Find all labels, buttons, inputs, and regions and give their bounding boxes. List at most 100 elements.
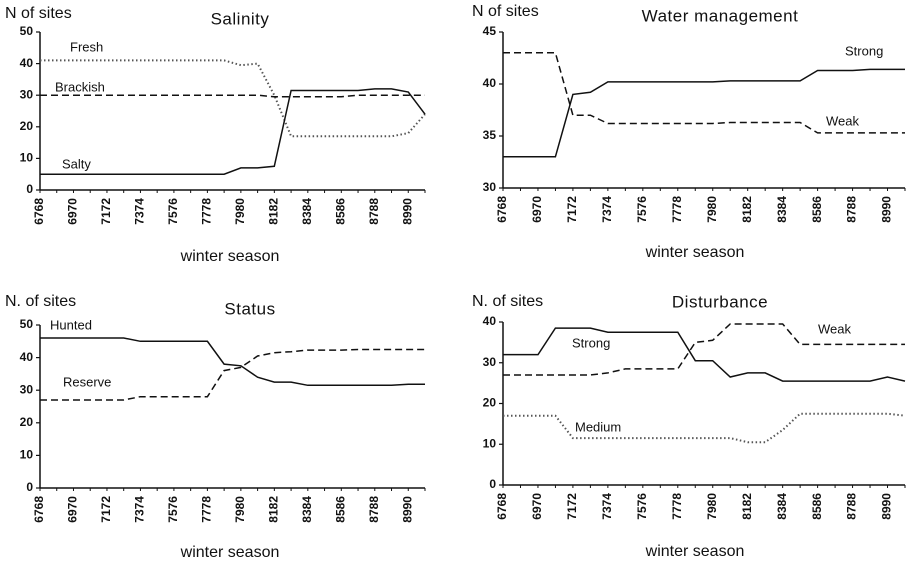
x-tick-label: 8586 xyxy=(810,196,824,223)
y-tick-label: 30 xyxy=(483,355,497,369)
x-tick-label: 7778 xyxy=(670,196,684,223)
x-tick-label: 7980 xyxy=(705,196,719,223)
x-tick-label: 8182 xyxy=(740,493,754,520)
x-axis-label: winter season xyxy=(180,544,280,561)
x-tick-label: 8182 xyxy=(740,196,754,223)
series-label: Hunted xyxy=(50,317,92,332)
y-tick-label: 45 xyxy=(483,24,497,38)
x-tick-label: 7576 xyxy=(635,196,649,223)
x-tick-label: 7172 xyxy=(565,196,579,223)
y-tick-label: 20 xyxy=(20,415,34,429)
series-label: Brackish xyxy=(55,79,105,94)
series-label: Fresh xyxy=(70,39,103,54)
x-tick-label: 8788 xyxy=(367,496,381,523)
y-tick-label: 20 xyxy=(20,119,34,133)
y-tick-label: 30 xyxy=(20,87,34,101)
x-tick-label: 8788 xyxy=(845,196,859,223)
series-label: Reserve xyxy=(63,374,111,389)
x-tick-label: 8788 xyxy=(845,493,859,520)
x-tick-label: 8384 xyxy=(300,496,314,523)
y-axis-label: N. of sites xyxy=(5,293,76,310)
x-tick-label: 8990 xyxy=(400,496,414,523)
y-tick-label: 40 xyxy=(20,56,34,70)
x-tick-label: 7374 xyxy=(600,493,614,520)
y-axis-label: N. of sites xyxy=(472,293,543,310)
x-tick-label: 7980 xyxy=(233,496,247,523)
x-tick-label: 7172 xyxy=(565,493,579,520)
series-line xyxy=(503,323,905,376)
series-line xyxy=(503,412,906,444)
y-tick-label: 30 xyxy=(483,180,497,194)
series-label: Medium xyxy=(575,419,621,434)
y-axis-label: N of sites xyxy=(5,5,72,22)
series-label: Weak xyxy=(818,321,851,336)
chart-title: Status xyxy=(224,299,275,318)
chart-title: Disturbance xyxy=(672,292,768,311)
x-tick-label: 6768 xyxy=(32,496,46,523)
x-tick-label: 8384 xyxy=(300,198,314,225)
x-tick-label: 7374 xyxy=(600,196,614,223)
series-label: Strong xyxy=(845,43,883,58)
x-tick-label: 8990 xyxy=(880,196,894,223)
x-tick-label: 8586 xyxy=(333,496,347,523)
series-line xyxy=(40,88,426,175)
x-tick-label: 7374 xyxy=(133,198,147,225)
y-tick-label: 35 xyxy=(483,128,497,142)
x-tick-label: 7576 xyxy=(635,493,649,520)
series-line xyxy=(503,327,906,382)
x-axis-label: winter season xyxy=(645,543,745,560)
x-tick-label: 6970 xyxy=(66,198,80,225)
y-tick-label: 20 xyxy=(483,396,497,410)
y-tick-label: 40 xyxy=(20,350,34,364)
x-tick-label: 8586 xyxy=(810,493,824,520)
x-tick-label: 6970 xyxy=(530,493,544,520)
x-tick-label: 7172 xyxy=(99,496,113,523)
y-tick-label: 50 xyxy=(20,317,34,331)
x-tick-label: 6970 xyxy=(530,196,544,223)
series-label: Weak xyxy=(826,113,859,128)
series-label: Salty xyxy=(62,156,91,171)
x-tick-label: 7778 xyxy=(200,496,214,523)
y-tick-label: 0 xyxy=(26,480,33,494)
series-label: Strong xyxy=(572,335,610,350)
y-tick-label: 40 xyxy=(483,314,497,328)
x-tick-label: 7576 xyxy=(166,496,180,523)
x-tick-label: 7980 xyxy=(705,493,719,520)
y-tick-label: 50 xyxy=(20,24,34,38)
y-tick-label: 0 xyxy=(26,182,33,196)
x-tick-label: 7778 xyxy=(670,493,684,520)
x-tick-label: 8990 xyxy=(400,198,414,225)
x-tick-label: 8990 xyxy=(880,493,894,520)
y-tick-label: 10 xyxy=(20,151,34,165)
x-tick-label: 7374 xyxy=(133,496,147,523)
x-tick-label: 8384 xyxy=(775,493,789,520)
y-tick-label: 10 xyxy=(20,448,34,462)
series-line xyxy=(503,68,905,158)
x-tick-label: 8586 xyxy=(333,198,347,225)
x-tick-label: 7778 xyxy=(200,198,214,225)
x-tick-label: 6768 xyxy=(495,493,509,520)
x-tick-label: 6768 xyxy=(32,198,46,225)
x-axis-label: winter season xyxy=(180,248,280,265)
y-tick-label: 40 xyxy=(483,76,497,90)
x-tick-label: 7172 xyxy=(99,198,113,225)
series-line xyxy=(40,337,425,387)
chart-title: Water management xyxy=(642,6,799,25)
x-tick-label: 7576 xyxy=(166,198,180,225)
x-tick-label: 8384 xyxy=(775,196,789,223)
y-tick-label: 30 xyxy=(20,382,34,396)
series-line xyxy=(40,94,425,98)
y-tick-label: 10 xyxy=(483,436,497,450)
x-axis-label: winter season xyxy=(645,244,745,261)
x-tick-label: 6768 xyxy=(495,196,509,223)
x-tick-label: 6970 xyxy=(66,496,80,523)
x-tick-label: 8182 xyxy=(267,198,281,225)
y-axis-label: N of sites xyxy=(472,3,539,20)
x-tick-label: 8788 xyxy=(367,198,381,225)
x-tick-label: 8182 xyxy=(267,496,281,523)
chart-title: Salinity xyxy=(211,9,270,28)
x-tick-label: 7980 xyxy=(233,198,247,225)
series-line xyxy=(503,52,905,134)
series-line xyxy=(40,59,426,138)
